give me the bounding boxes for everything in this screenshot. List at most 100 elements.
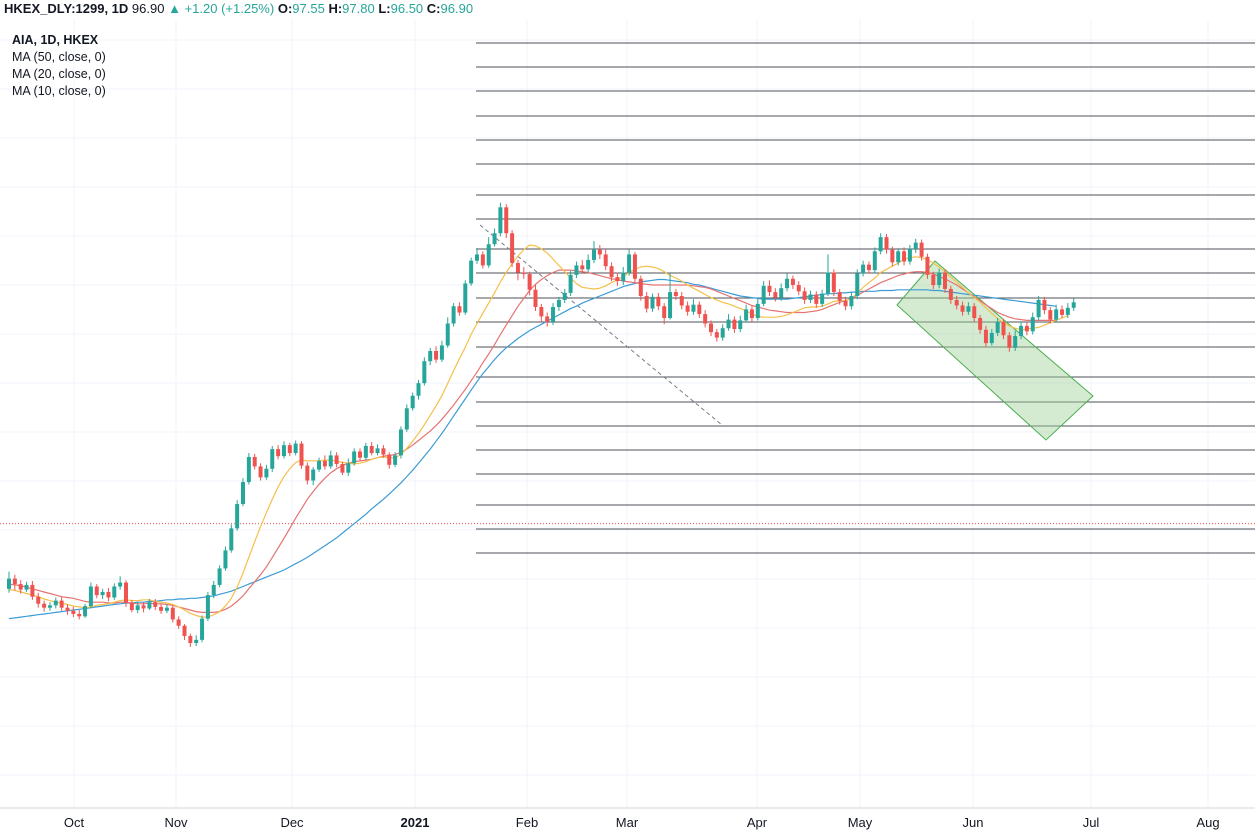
grid-lines xyxy=(0,20,1255,809)
candle-body xyxy=(475,254,479,261)
candle-body xyxy=(439,345,444,360)
candle-body xyxy=(24,584,29,590)
candle-body xyxy=(510,233,515,264)
candle-body xyxy=(995,321,1000,333)
candle-body xyxy=(697,304,702,315)
candle xyxy=(960,301,965,316)
candle xyxy=(77,610,82,620)
candle xyxy=(281,441,286,459)
candle xyxy=(129,599,134,613)
candle xyxy=(416,380,421,400)
candle xyxy=(1030,312,1035,335)
candle-body xyxy=(352,451,357,464)
candle xyxy=(673,288,678,300)
candle xyxy=(246,453,251,485)
candle-body xyxy=(539,307,544,317)
candle-body xyxy=(100,591,105,596)
candle-body xyxy=(545,316,550,322)
candle-body xyxy=(872,251,877,271)
candle xyxy=(276,445,281,460)
candle-body xyxy=(761,285,766,304)
candle xyxy=(47,602,52,611)
candle-body xyxy=(293,443,298,454)
candle xyxy=(428,347,433,366)
candle-body xyxy=(59,600,64,608)
candle xyxy=(404,404,409,432)
candle-body xyxy=(603,254,608,267)
x-tick-label: 2021 xyxy=(401,815,430,830)
candle xyxy=(1054,304,1059,323)
legend-main[interactable]: AIA, 1D, HKEX xyxy=(12,33,99,47)
candle xyxy=(691,299,696,315)
x-tick-label: Jul xyxy=(1083,815,1100,830)
candle xyxy=(907,245,912,265)
candle xyxy=(1019,321,1024,340)
candle-body xyxy=(556,299,561,308)
candle xyxy=(790,275,795,289)
candle xyxy=(1060,305,1064,319)
candle xyxy=(36,592,41,608)
candle-body xyxy=(597,249,602,255)
candle-body xyxy=(205,595,210,619)
candle xyxy=(703,310,708,328)
horizontal-lines xyxy=(476,42,1255,554)
candle-body xyxy=(422,361,427,384)
candle xyxy=(761,281,766,307)
candle-body xyxy=(878,237,883,252)
x-tick-label: May xyxy=(848,815,873,830)
candle xyxy=(837,288,842,305)
candle xyxy=(1071,298,1076,311)
price-change: +1.20 (+1.25%) xyxy=(184,1,275,16)
candle xyxy=(714,329,719,342)
candle-body xyxy=(159,606,164,611)
candle xyxy=(445,317,450,348)
legend-ma20[interactable]: MA (20, close, 0) xyxy=(12,67,106,81)
x-tick-label: Aug xyxy=(1196,815,1219,830)
candle xyxy=(334,452,339,468)
candle xyxy=(738,315,743,333)
candle xyxy=(305,462,310,485)
candle-body xyxy=(627,254,632,273)
candle xyxy=(855,269,860,300)
candle-body xyxy=(843,300,848,307)
candle-body xyxy=(960,305,965,312)
candle-body xyxy=(521,272,526,275)
candle xyxy=(387,452,392,469)
candle xyxy=(1048,307,1053,324)
ma50-line xyxy=(8,278,1057,620)
candle-body xyxy=(732,319,737,330)
candle xyxy=(890,246,895,267)
candle xyxy=(779,283,784,301)
candle xyxy=(100,588,105,600)
candle-body xyxy=(88,586,93,607)
candle xyxy=(118,576,123,590)
candle-body xyxy=(773,292,778,298)
candle-body xyxy=(632,254,637,279)
x-tick-label: Apr xyxy=(747,815,768,830)
candle xyxy=(475,248,479,264)
candle-body xyxy=(978,318,983,330)
candle xyxy=(53,597,58,609)
candle xyxy=(164,604,169,614)
candle-body xyxy=(322,460,327,467)
candle-body xyxy=(861,264,866,274)
triangle-up-icon: ▲ xyxy=(168,1,181,16)
candle-body xyxy=(7,578,11,589)
candle xyxy=(966,302,971,315)
legend-ma50[interactable]: MA (50, close, 0) xyxy=(12,50,106,64)
candle-body xyxy=(755,303,760,319)
candle xyxy=(656,292,661,311)
candle xyxy=(627,249,632,276)
candle-body xyxy=(317,460,322,470)
candle xyxy=(644,292,649,313)
candle xyxy=(83,603,88,618)
close-value: 96.90 xyxy=(440,1,474,16)
candle xyxy=(521,266,526,279)
candle-body xyxy=(358,451,362,458)
candle xyxy=(439,340,444,362)
candle xyxy=(59,596,64,611)
candle xyxy=(252,453,257,470)
candle-body xyxy=(311,469,316,481)
legend-ma10[interactable]: MA (10, close, 0) xyxy=(12,84,106,98)
